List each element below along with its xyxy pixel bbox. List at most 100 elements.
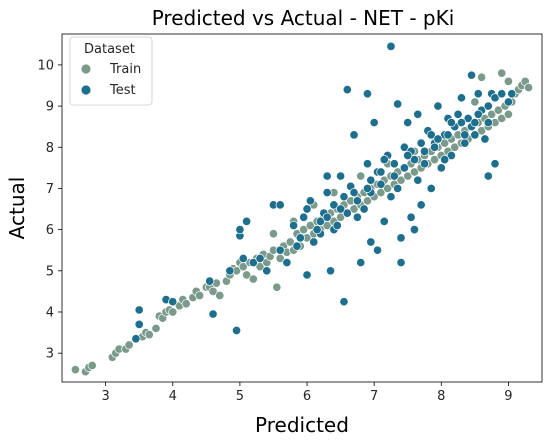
train-point [497, 68, 507, 78]
x-axis-title: Predicted [255, 413, 349, 437]
test-point [413, 109, 423, 119]
train-point [168, 307, 178, 317]
y-tick-label: 4 [46, 305, 54, 320]
test-point [463, 113, 473, 123]
test-point [366, 175, 376, 185]
test-point [473, 109, 483, 119]
test-point [446, 150, 456, 161]
chart-title: Predicted vs Actual - NET - pKi [152, 6, 455, 30]
test-point [336, 204, 346, 214]
y-tick-label: 8 [46, 141, 54, 156]
test-point [446, 117, 456, 128]
test-point [470, 130, 480, 140]
test-point [332, 220, 342, 231]
train-point [285, 237, 295, 247]
test-point [413, 175, 423, 185]
train-point [470, 97, 480, 107]
train-point [409, 167, 419, 177]
test-point [235, 225, 245, 235]
test-point [419, 159, 430, 169]
test-point [168, 297, 178, 307]
test-point [379, 155, 389, 165]
test-point [403, 117, 413, 128]
train-point [87, 360, 97, 371]
test-point [386, 41, 396, 51]
train-point [299, 225, 309, 235]
test-point [225, 266, 235, 276]
test-point [419, 146, 430, 156]
legend-title: Dataset [84, 42, 135, 57]
test-point [309, 237, 319, 247]
legend: Dataset Train Test [69, 36, 153, 106]
test-point [305, 196, 315, 206]
train-point [195, 290, 205, 301]
train-point [124, 340, 134, 350]
y-tick-label: 10 [37, 58, 54, 73]
train-point [477, 72, 487, 82]
train-point [215, 290, 225, 301]
test-point [352, 196, 362, 206]
test-point [366, 237, 376, 247]
train-point [477, 126, 487, 136]
train-point [242, 270, 252, 280]
test-point [409, 225, 419, 235]
test-point [490, 159, 500, 169]
test-point [356, 258, 366, 268]
test-point [497, 89, 507, 99]
train-point [362, 196, 373, 206]
train-point [430, 155, 440, 165]
test-point [134, 319, 144, 329]
x-tick-label: 5 [236, 389, 244, 404]
test-point [315, 216, 326, 226]
legend-marker-test [80, 84, 92, 96]
test-point [339, 297, 349, 307]
test-point [399, 142, 409, 152]
test-point [349, 188, 359, 198]
test-point [282, 258, 292, 268]
train-point [144, 330, 154, 340]
y-axis: 3 4 5 6 7 8 9 10 [37, 58, 62, 362]
test-point [399, 163, 409, 173]
test-point [483, 101, 493, 111]
y-tick-label: 3 [46, 347, 54, 362]
test-point [342, 85, 352, 95]
train-point [503, 109, 513, 119]
train-point [524, 82, 534, 93]
test-point [483, 117, 493, 128]
test-point [507, 89, 517, 99]
plot-frame [61, 33, 543, 383]
test-point [376, 167, 386, 177]
test-point [302, 270, 312, 280]
test-point [299, 212, 309, 222]
test-point [460, 130, 470, 140]
test-point [409, 155, 419, 165]
test-point [466, 70, 477, 80]
train-point [356, 171, 366, 181]
test-point [456, 93, 466, 103]
test-point [248, 258, 258, 268]
test-point [292, 241, 302, 251]
test-point [238, 253, 248, 263]
test-point [322, 188, 332, 198]
test-point [329, 200, 339, 210]
test-point [456, 117, 466, 128]
test-point [503, 97, 513, 107]
train-point [248, 274, 258, 284]
test-point [352, 212, 362, 222]
test-point [416, 200, 426, 210]
test-point [473, 89, 483, 99]
test-point [483, 171, 493, 181]
test-point [359, 204, 369, 214]
test-point [231, 325, 242, 336]
test-point [426, 183, 436, 193]
x-tick-label: 8 [437, 389, 445, 404]
test-point [416, 138, 426, 148]
test-point [389, 171, 399, 181]
test-point [403, 150, 413, 161]
test-point [362, 89, 373, 99]
y-tick-label: 5 [46, 264, 54, 279]
x-axis: 3 4 5 6 7 8 9 [101, 382, 513, 404]
train-point [272, 282, 282, 292]
test-point [302, 204, 312, 214]
train-point [383, 183, 393, 193]
